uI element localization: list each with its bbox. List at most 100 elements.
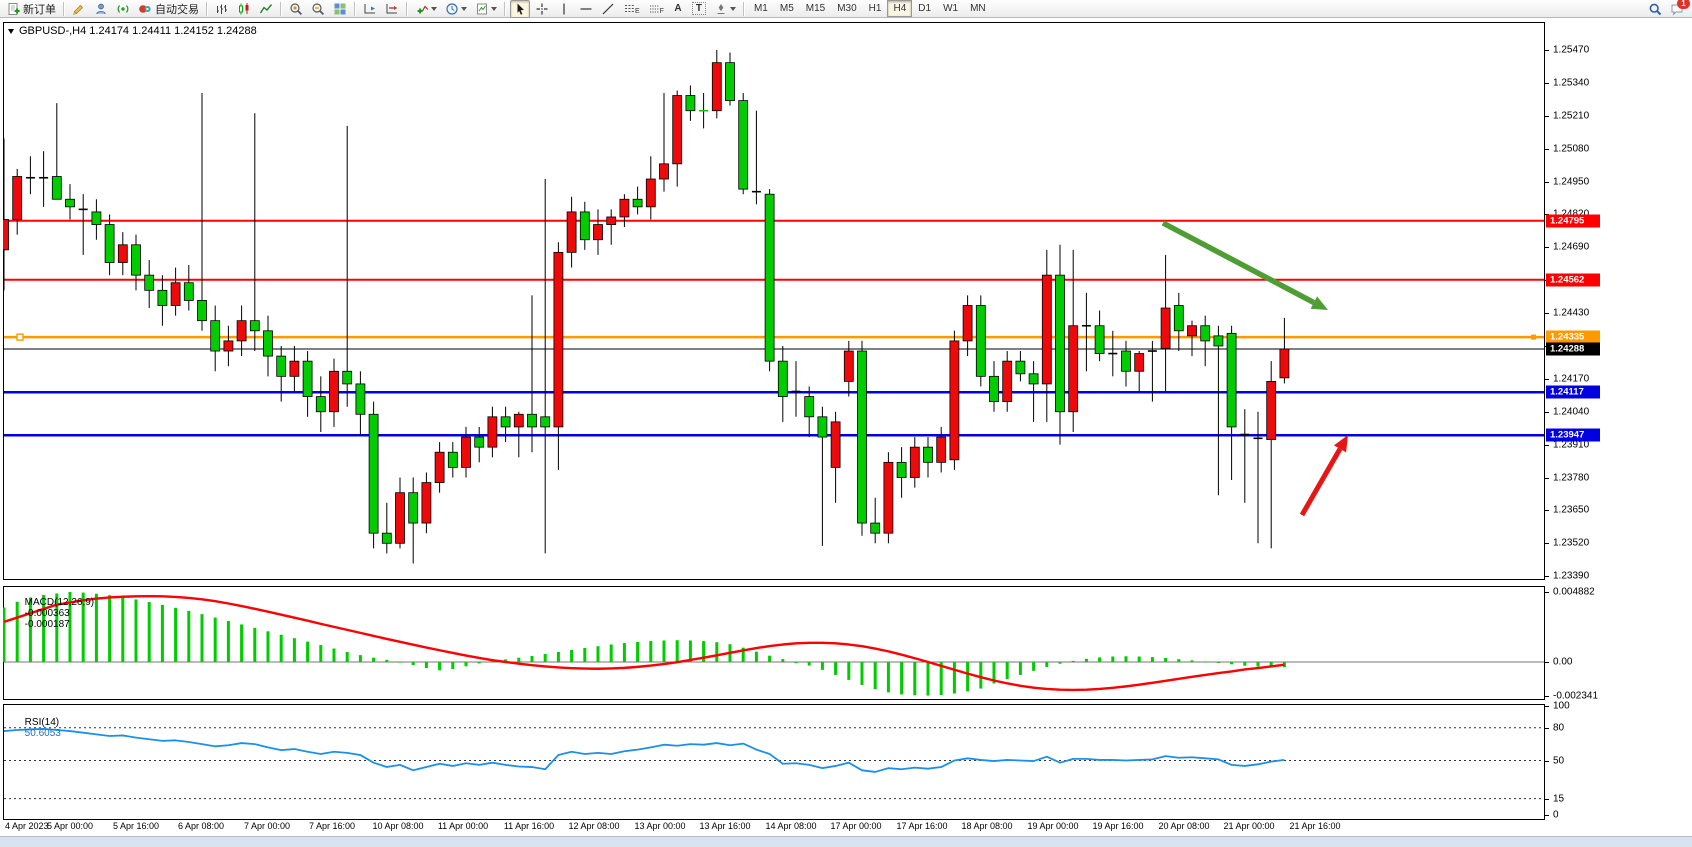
macd-histogram-bar (3, 607, 6, 662)
bearish-candle (65, 198, 75, 208)
rsi-axis-label: 100 (1553, 700, 1570, 712)
bearish-candle (540, 416, 551, 428)
macd-histogram-bar (1058, 662, 1062, 664)
chat-button[interactable]: 1 (1667, 0, 1690, 18)
line-chart-button-icon (259, 3, 273, 13)
bearish-candle (249, 320, 260, 332)
periods-button[interactable] (442, 0, 470, 18)
auto-trading-button[interactable]: 自动交易 (135, 0, 202, 18)
signals-button[interactable] (113, 0, 133, 18)
publish-button-icon (96, 3, 106, 14)
channels-button[interactable]: F (645, 0, 667, 18)
rsi-panel-frame (3, 704, 1545, 820)
search-icon (1649, 3, 1662, 16)
timeframe-mn-button[interactable]: MN (970, 3, 986, 14)
auto-scroll-button[interactable] (382, 0, 402, 18)
chart-window[interactable]: GBPUSD-,H4 1.24174 1.24411 1.24152 1.242… (0, 18, 1692, 836)
macd-histogram-bar (768, 655, 772, 662)
timeframe-h1-button[interactable]: H1 (868, 3, 882, 14)
macd-panel[interactable] (3, 586, 1545, 700)
bearish-candle (975, 305, 986, 377)
red-up-arrow[interactable] (1299, 447, 1343, 517)
crosshair-button[interactable] (532, 0, 552, 18)
zoom-out-button[interactable] (308, 0, 328, 18)
axis-tick (1545, 477, 1549, 479)
toolbar-separator (406, 1, 408, 16)
toolbar-separator (742, 1, 745, 16)
line-handle[interactable] (16, 333, 24, 341)
shapes-button[interactable] (711, 0, 739, 18)
macd-histogram-bar (240, 624, 244, 662)
horizontal-line-button[interactable] (576, 0, 596, 18)
date-label: 7 Apr 00:00 (243, 821, 291, 831)
axis-tick (1545, 695, 1549, 697)
timeframe-m5-button[interactable]: M5 (779, 3, 794, 14)
rsi-panel[interactable] (3, 704, 1545, 820)
bearish-candle (381, 532, 392, 544)
toolbar-separator (504, 1, 506, 16)
macd-histogram-bar (952, 662, 956, 694)
bearish-candle (51, 176, 62, 200)
macd-histogram-bar (741, 647, 745, 662)
chart-shift-button[interactable] (360, 0, 380, 18)
date-axis[interactable]: 4 Apr 2023 5 Apr 00:00 5 Apr 16:00 6 Apr 08… (3, 818, 1545, 834)
text-tool-button[interactable]: A (669, 0, 687, 18)
line-chart-button[interactable] (256, 0, 276, 18)
styler-button[interactable] (69, 0, 89, 18)
trendline-button[interactable] (598, 0, 618, 18)
green-down-arrow[interactable] (1161, 220, 1316, 305)
toolbar-group (359, 0, 403, 18)
chart-symbol-title[interactable]: GBPUSD-,H4 1.24174 1.24411 1.24152 1.242… (8, 25, 257, 37)
bar-chart-button[interactable] (212, 0, 232, 18)
bearish-candle (1055, 274, 1065, 413)
toolbar-group (285, 0, 351, 18)
macd-histogram-bar (1084, 658, 1088, 662)
zoom-in-button[interactable] (286, 0, 306, 18)
bearish-candle (408, 492, 419, 524)
macd-histogram-bar (464, 662, 468, 667)
macd-histogram-bar (715, 642, 719, 662)
axis-tick (1545, 50, 1549, 51)
price-level-chip: 1.23947 (1546, 428, 1600, 442)
bullish-candle (659, 163, 669, 180)
price-level-chip: 1.24562 (1546, 273, 1600, 287)
fibonacci-button[interactable]: E (620, 0, 643, 18)
macd-histogram-bar (1177, 659, 1181, 662)
bearish-candle (579, 211, 590, 241)
macd-histogram-bar (781, 659, 785, 662)
price-chart-panel[interactable] (3, 22, 1545, 580)
tile-windows-button[interactable] (330, 0, 350, 18)
timeframe-w1-button[interactable]: W1 (943, 3, 959, 14)
toolbar-separator (354, 1, 356, 16)
templates-button[interactable] (472, 0, 500, 18)
search-button[interactable] (1645, 0, 1665, 18)
macd-axis-label: 0.00 (1553, 656, 1573, 668)
timeframe-m15-button[interactable]: M15 (805, 3, 826, 14)
macd-histogram-bar (886, 662, 890, 693)
candlestick-chart-button[interactable] (234, 0, 254, 18)
timeframe-m30-button[interactable]: M30 (837, 3, 857, 14)
macd-histogram-bar (834, 662, 838, 675)
timeframe-h4-button[interactable]: H4 (887, 0, 913, 17)
price-axis[interactable]: 1.254701.253401.252101.250801.249501.248… (1545, 18, 1692, 836)
bearish-candle (764, 193, 775, 362)
timeframe-d1-button[interactable]: D1 (918, 3, 932, 14)
timeframe-m1-button[interactable]: M1 (753, 3, 768, 14)
cursor-button[interactable] (510, 0, 530, 18)
vertical-line-button[interactable] (554, 0, 574, 18)
new-order-button[interactable]: 新订单 (3, 0, 59, 18)
line-handle[interactable] (1531, 334, 1536, 340)
macd-histogram-bar (160, 604, 164, 662)
chevron-down-icon[interactable] (8, 28, 14, 34)
publish-button[interactable] (91, 0, 111, 18)
macd-histogram-bar (1124, 656, 1128, 662)
macd-histogram-bar (820, 662, 824, 670)
label-tool-button[interactable]: T (689, 0, 709, 18)
indicators-button[interactable] (412, 0, 440, 18)
bearish-candle (870, 522, 881, 534)
macd-histogram-bar (517, 657, 521, 662)
macd-axis-label: 0.004882 (1553, 586, 1595, 598)
axis-tick (1545, 247, 1549, 249)
bearish-candle (447, 451, 458, 468)
